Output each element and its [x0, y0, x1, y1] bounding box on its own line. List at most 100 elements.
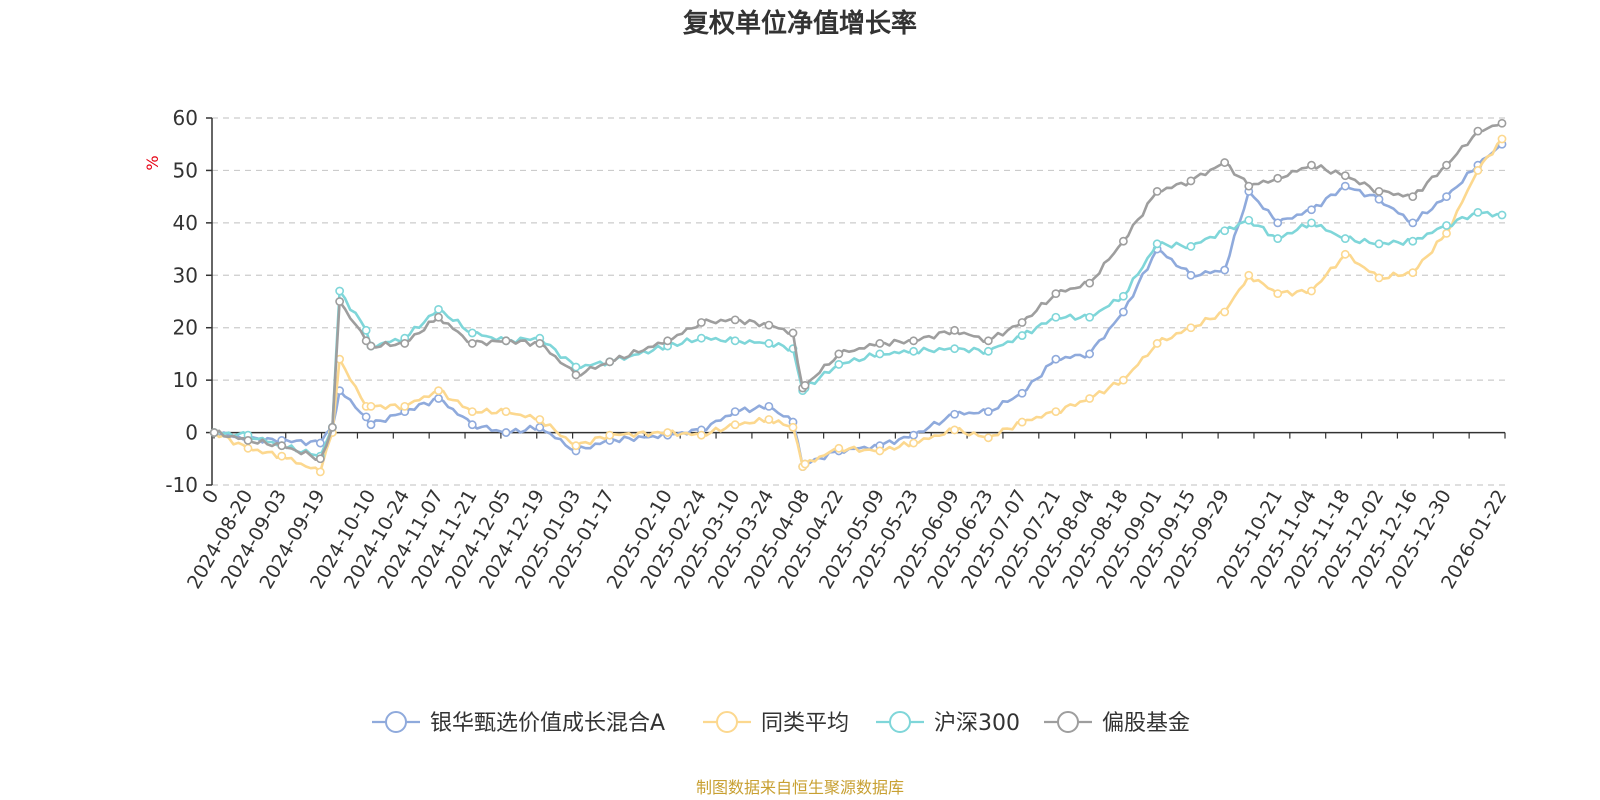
legend-label: 同类平均 [761, 711, 849, 736]
data-point [1442, 192, 1451, 202]
data-point [361, 336, 371, 346]
data-point [1186, 270, 1196, 280]
data-point [361, 412, 371, 422]
data-point [605, 430, 615, 440]
data-point [950, 409, 959, 419]
data-point [1244, 215, 1254, 225]
data-point [730, 420, 740, 430]
data-point [1408, 218, 1418, 228]
data-point [696, 318, 706, 327]
legend-marker [385, 711, 407, 733]
data-point [875, 339, 885, 348]
source-note: 制图数据来自恒生聚源数据库 [696, 778, 904, 797]
legend: 银华甄选价值成长混合A 同类平均 沪深300 偏股基金 [372, 711, 1190, 736]
plot-area [209, 118, 1507, 477]
data-point [1374, 186, 1384, 196]
data-point [909, 438, 918, 448]
y-tick-label: 30 [173, 263, 198, 287]
data-point [1473, 207, 1483, 217]
chart-title: 复权单位净值增长率 [683, 8, 917, 39]
data-point [1273, 289, 1283, 299]
data-point [764, 339, 774, 348]
y-tick-label: 10 [173, 368, 198, 392]
data-point [1118, 291, 1128, 301]
data-point [1340, 249, 1350, 259]
data-point [335, 286, 345, 296]
data-point [571, 441, 581, 451]
data-point [834, 360, 844, 369]
data-point [983, 346, 993, 356]
y-tick-label: 20 [173, 316, 198, 340]
data-point [1244, 270, 1254, 280]
data-point [434, 312, 443, 322]
legend-marker [889, 711, 911, 733]
legend-item[interactable]: 银华甄选价值成长混合A [372, 711, 665, 736]
data-point [535, 415, 545, 424]
data-point [1307, 286, 1316, 296]
data-point [788, 422, 798, 432]
data-point [1152, 186, 1162, 196]
data-point [328, 422, 337, 432]
data-point [1340, 234, 1350, 243]
data-point [467, 328, 477, 338]
data-point [1051, 312, 1061, 322]
data-point [764, 401, 774, 411]
data-point [400, 339, 410, 348]
data-point [950, 425, 959, 435]
data-point [315, 438, 325, 448]
data-point [1085, 278, 1095, 288]
data-point [1051, 407, 1061, 416]
legend-item[interactable]: 沪深300 [876, 711, 1020, 736]
data-point [730, 407, 740, 416]
legend-label: 偏股基金 [1102, 711, 1190, 736]
legend-item[interactable]: 同类平均 [703, 711, 849, 736]
data-point [571, 362, 581, 372]
legend-marker [1057, 711, 1079, 733]
data-point [400, 401, 410, 411]
data-point [277, 451, 287, 461]
data-point [1085, 312, 1095, 322]
data-point [983, 336, 993, 346]
data-point [1186, 242, 1196, 251]
data-point [535, 339, 545, 348]
data-point [663, 428, 673, 437]
data-point [764, 320, 774, 330]
data-point [730, 315, 740, 325]
y-axis-unit: % [143, 155, 162, 170]
data-point [535, 422, 545, 432]
data-point [1442, 221, 1451, 230]
data-point [696, 430, 706, 440]
y-tick-label: 60 [173, 106, 198, 130]
data-point [788, 328, 798, 338]
data-point [1307, 218, 1316, 228]
data-point [1152, 339, 1162, 348]
data-point [1152, 239, 1162, 249]
data-point [1118, 307, 1128, 317]
data-point [1442, 228, 1451, 238]
data-point [1307, 160, 1316, 170]
data-point [277, 441, 287, 451]
x-tick-label: 0 [198, 486, 223, 507]
data-point [1273, 234, 1283, 243]
data-point [1118, 375, 1128, 385]
grid-lines [212, 117, 1505, 486]
data-point [1374, 194, 1384, 204]
data-point [663, 336, 673, 346]
data-point [335, 297, 345, 306]
series-line [213, 122, 1503, 461]
data-point [983, 407, 993, 416]
data-point [1473, 126, 1483, 136]
data-point [764, 415, 774, 424]
data-point [1085, 394, 1095, 403]
data-point [243, 436, 253, 445]
data-point [1118, 236, 1128, 246]
data-point [361, 325, 371, 335]
data-point [800, 380, 810, 390]
data-point [1408, 192, 1418, 202]
data-point [1374, 273, 1384, 283]
data-point [209, 428, 219, 437]
data-point [950, 325, 959, 335]
legend-item[interactable]: 偏股基金 [1044, 711, 1190, 736]
data-point [243, 443, 253, 453]
